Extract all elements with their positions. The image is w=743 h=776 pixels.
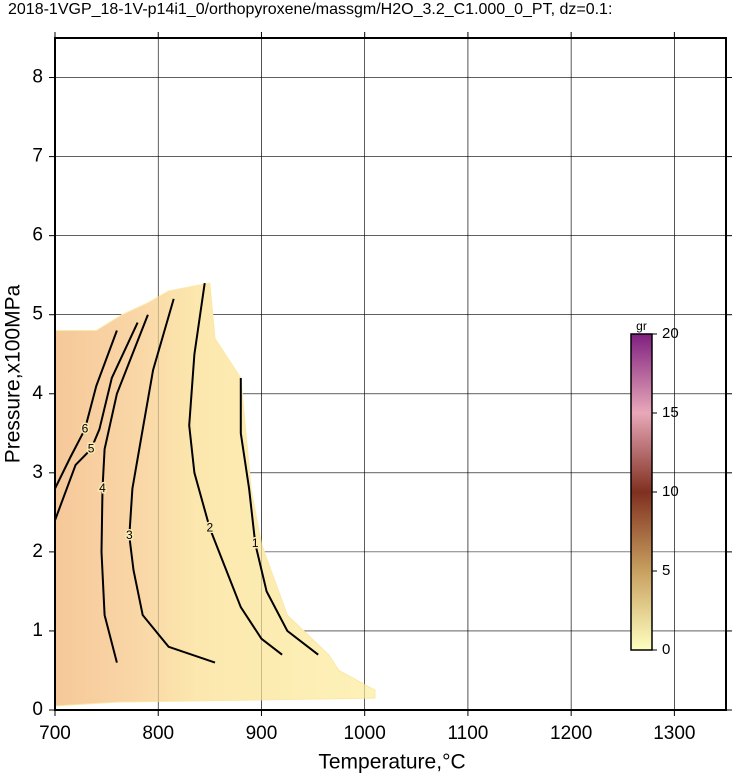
contour-label: 5 bbox=[88, 441, 95, 455]
contour-label: 3 bbox=[126, 528, 133, 542]
y-tick-label: 5 bbox=[32, 304, 43, 325]
x-tick-label: 800 bbox=[142, 723, 174, 744]
contour-label: 4 bbox=[99, 481, 106, 495]
data-field bbox=[54, 282, 376, 707]
y-tick-label: 3 bbox=[32, 462, 43, 483]
y-tick-label: 7 bbox=[32, 146, 43, 167]
y-tick-label: 4 bbox=[32, 383, 43, 404]
contour-label: 2 bbox=[207, 520, 214, 534]
contour-line bbox=[239, 378, 319, 656]
plot-frame bbox=[54, 37, 727, 711]
contour-line bbox=[188, 282, 283, 656]
x-tick-label: 700 bbox=[39, 723, 71, 744]
colorbar-tick-label: 10 bbox=[662, 483, 679, 500]
colorbar-tick-label: 15 bbox=[662, 404, 679, 421]
y-tick-label: 0 bbox=[32, 699, 43, 720]
contour-line bbox=[128, 298, 216, 664]
contour-label: 6 bbox=[82, 422, 89, 436]
colorbar-label: gr bbox=[636, 319, 647, 333]
y-tick-label: 1 bbox=[32, 620, 43, 641]
colorbar-tick-label: 0 bbox=[662, 641, 670, 658]
colorbar-tick-label: 5 bbox=[662, 562, 670, 579]
x-tick-label: 900 bbox=[246, 723, 278, 744]
x-tick-label: 1100 bbox=[447, 723, 488, 744]
colorbar-tick-label: 20 bbox=[662, 325, 679, 342]
y-axis-title: Pressure,x100MPa bbox=[2, 284, 25, 463]
colorbar bbox=[630, 333, 653, 651]
x-tick-label: 1200 bbox=[550, 723, 592, 744]
chart-title: 2018-1VGP_18-1V-p14i1_0/orthopyroxene/ma… bbox=[8, 1, 612, 18]
y-tick-label: 8 bbox=[32, 67, 43, 88]
x-tick-label: 1300 bbox=[653, 723, 695, 744]
contour-line bbox=[100, 314, 149, 663]
contour-line bbox=[54, 330, 118, 490]
y-tick-label: 2 bbox=[32, 541, 43, 562]
contour-line bbox=[54, 322, 139, 521]
contour-label: 1 bbox=[252, 536, 259, 550]
x-tick-label: 1000 bbox=[344, 723, 386, 744]
x-axis-title: Temperature,°C bbox=[318, 751, 465, 774]
y-tick-label: 6 bbox=[32, 225, 43, 246]
